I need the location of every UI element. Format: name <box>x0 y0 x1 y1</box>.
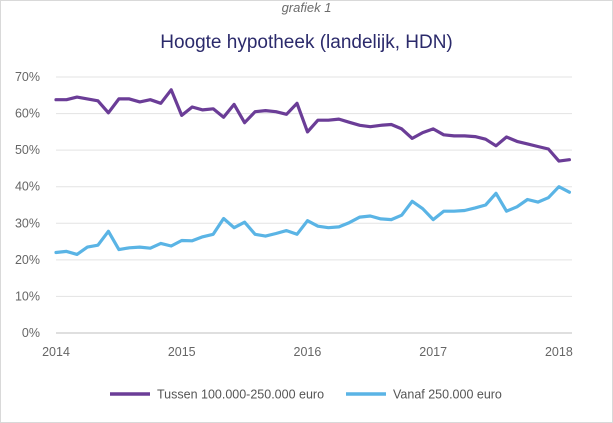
series-line-1 <box>54 88 572 163</box>
y-axis-ticks: 0% 10% 20% 30% 40% 50% 60% 70% <box>15 70 40 340</box>
y-tick-label: 60% <box>15 107 40 121</box>
legend-label-1: Tussen 100.000-250.000 euro <box>157 388 324 402</box>
y-tick-label: 10% <box>15 289 40 303</box>
series-line-2 <box>54 185 572 256</box>
y-tick-label: 40% <box>15 180 40 194</box>
x-tick-label: 2017 <box>419 345 447 359</box>
y-tick-label: 50% <box>15 143 40 157</box>
legend: Tussen 100.000-250.000 euro Vanaf 250.000… <box>110 388 502 402</box>
x-tick-label: 2018 <box>545 345 573 359</box>
y-tick-label: 70% <box>15 70 40 84</box>
gridlines <box>56 76 572 334</box>
y-tick-label: 0% <box>22 326 40 340</box>
x-tick-label: 2015 <box>168 345 196 359</box>
chart-title: Hoogte hypotheek (landelijk, HDN) <box>160 32 453 53</box>
chart-caption: grafiek 1 <box>281 0 332 15</box>
x-tick-label: 2016 <box>294 345 322 359</box>
series-lines <box>54 88 572 256</box>
legend-label-2: Vanaf 250.000 euro <box>393 388 502 402</box>
y-tick-label: 30% <box>15 216 40 230</box>
x-axis-ticks: 2014 2015 2016 2017 2018 <box>42 345 573 359</box>
x-tick-label: 2014 <box>42 345 70 359</box>
y-tick-label: 20% <box>15 253 40 267</box>
